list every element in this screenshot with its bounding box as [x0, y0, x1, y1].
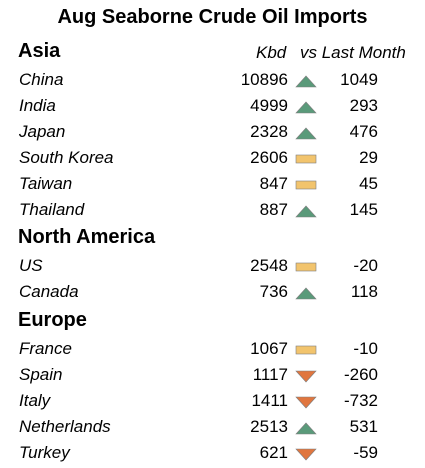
chart-title: Aug Seaborne Crude Oil Imports [57, 6, 368, 28]
trend-up-icon [295, 287, 317, 300]
column-header-vs-last-month: vs Last Month [300, 43, 406, 62]
kbd-value: 736 [259, 282, 288, 301]
kbd-value: 2513 [250, 417, 288, 436]
change-value: -20 [353, 256, 378, 275]
country-label: China [19, 70, 64, 89]
country-label: Thailand [19, 200, 85, 219]
change-value: 1049 [340, 70, 378, 89]
trend-flat-icon [295, 180, 317, 190]
country-label: Taiwan [19, 174, 73, 193]
kbd-value: 10896 [240, 70, 288, 89]
country-label: US [19, 256, 43, 275]
kbd-value: 2328 [250, 122, 288, 141]
country-label: Italy [19, 391, 51, 410]
change-value: 476 [349, 122, 378, 141]
change-value: 145 [349, 200, 378, 219]
trend-down-icon [295, 370, 317, 383]
country-label: South Korea [19, 148, 114, 167]
country-label: Netherlands [19, 417, 111, 436]
change-value: 118 [350, 282, 378, 301]
region-heading: Europe [18, 309, 87, 331]
kbd-value: 1117 [252, 365, 288, 384]
trend-up-icon [295, 127, 317, 140]
country-label: India [19, 96, 56, 115]
change-value: 293 [349, 96, 378, 115]
change-value: -260 [343, 365, 378, 384]
region-heading: North America [18, 226, 156, 248]
trend-up-icon [295, 422, 317, 435]
kbd-value: 887 [259, 200, 288, 219]
trend-flat-icon [295, 345, 317, 355]
change-value: -59 [353, 443, 378, 462]
country-label: France [19, 339, 72, 358]
change-value: 29 [359, 148, 378, 167]
country-label: Canada [19, 282, 79, 301]
trend-flat-icon [295, 262, 317, 272]
change-value: 45 [359, 174, 378, 193]
change-value: 531 [349, 417, 378, 436]
kbd-value: 2548 [250, 256, 288, 275]
trend-down-icon [295, 448, 317, 461]
change-value: -732 [343, 391, 378, 410]
column-header-kbd: Kbd [256, 43, 287, 62]
country-label: Turkey [19, 443, 70, 462]
kbd-value: 2606 [250, 148, 288, 167]
change-value: -10 [353, 339, 378, 358]
trend-flat-icon [295, 154, 317, 164]
kbd-value: 847 [259, 174, 288, 193]
trend-up-icon [295, 75, 317, 88]
kbd-value: 1411 [251, 391, 288, 410]
region-heading: Asia [18, 40, 61, 62]
country-label: Spain [19, 365, 63, 384]
kbd-value: 621 [259, 443, 288, 462]
kbd-value: 4999 [250, 96, 288, 115]
trend-up-icon [295, 205, 317, 218]
country-label: Japan [19, 122, 66, 141]
trend-down-icon [295, 396, 317, 409]
kbd-value: 1067 [250, 339, 288, 358]
trend-up-icon [295, 101, 317, 114]
